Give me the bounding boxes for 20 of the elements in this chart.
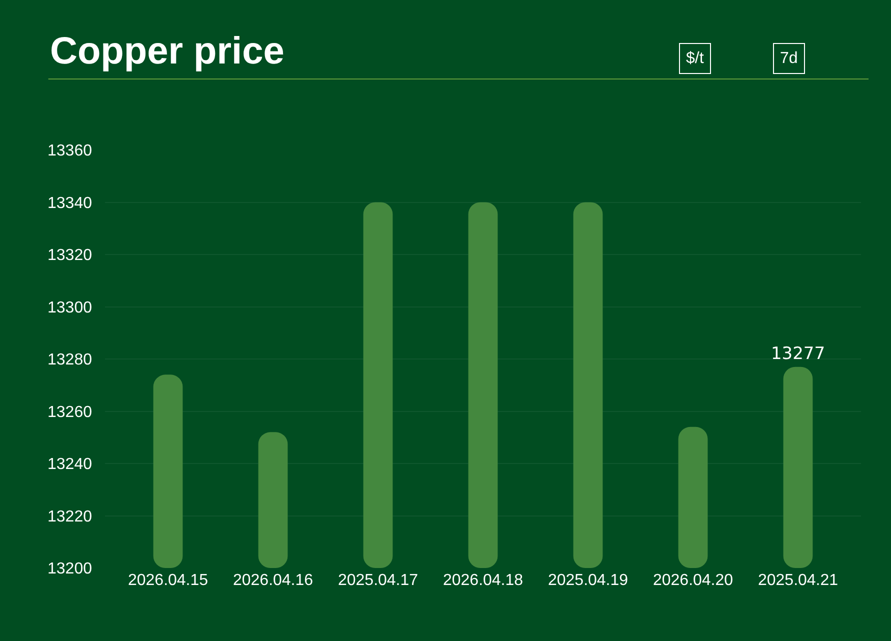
y-tick-label: 13220 (48, 508, 92, 526)
x-tick-label: 2025.04.19 (548, 572, 628, 589)
x-tick-label: 2025.04.17 (338, 572, 418, 589)
chart-title: Copper price (50, 30, 284, 72)
x-tick-label: 2026.04.20 (652, 572, 734, 589)
x-tick-label: 2026.04.15 (128, 572, 208, 589)
x-tick-label: 2026.04.18 (442, 572, 524, 589)
y-tick-label: 13320 (48, 247, 92, 264)
y-tick-label: 13340 (48, 194, 92, 212)
y-tick-label: 13280 (48, 352, 92, 369)
text: 7d (780, 50, 798, 67)
text: $/t (686, 50, 704, 67)
y-tick-label: 13260 (48, 404, 92, 421)
y-tick-label: 13300 (48, 299, 92, 316)
y-tick-label: 13240 (48, 456, 92, 474)
x-tick-label: 2026.04.16 (232, 572, 314, 589)
x-tick-label: 2025.04.21 (758, 572, 838, 589)
data-label: 13277 (770, 344, 826, 364)
y-tick-label: 13200 (48, 560, 92, 578)
y-tick-label: 13360 (48, 142, 92, 160)
